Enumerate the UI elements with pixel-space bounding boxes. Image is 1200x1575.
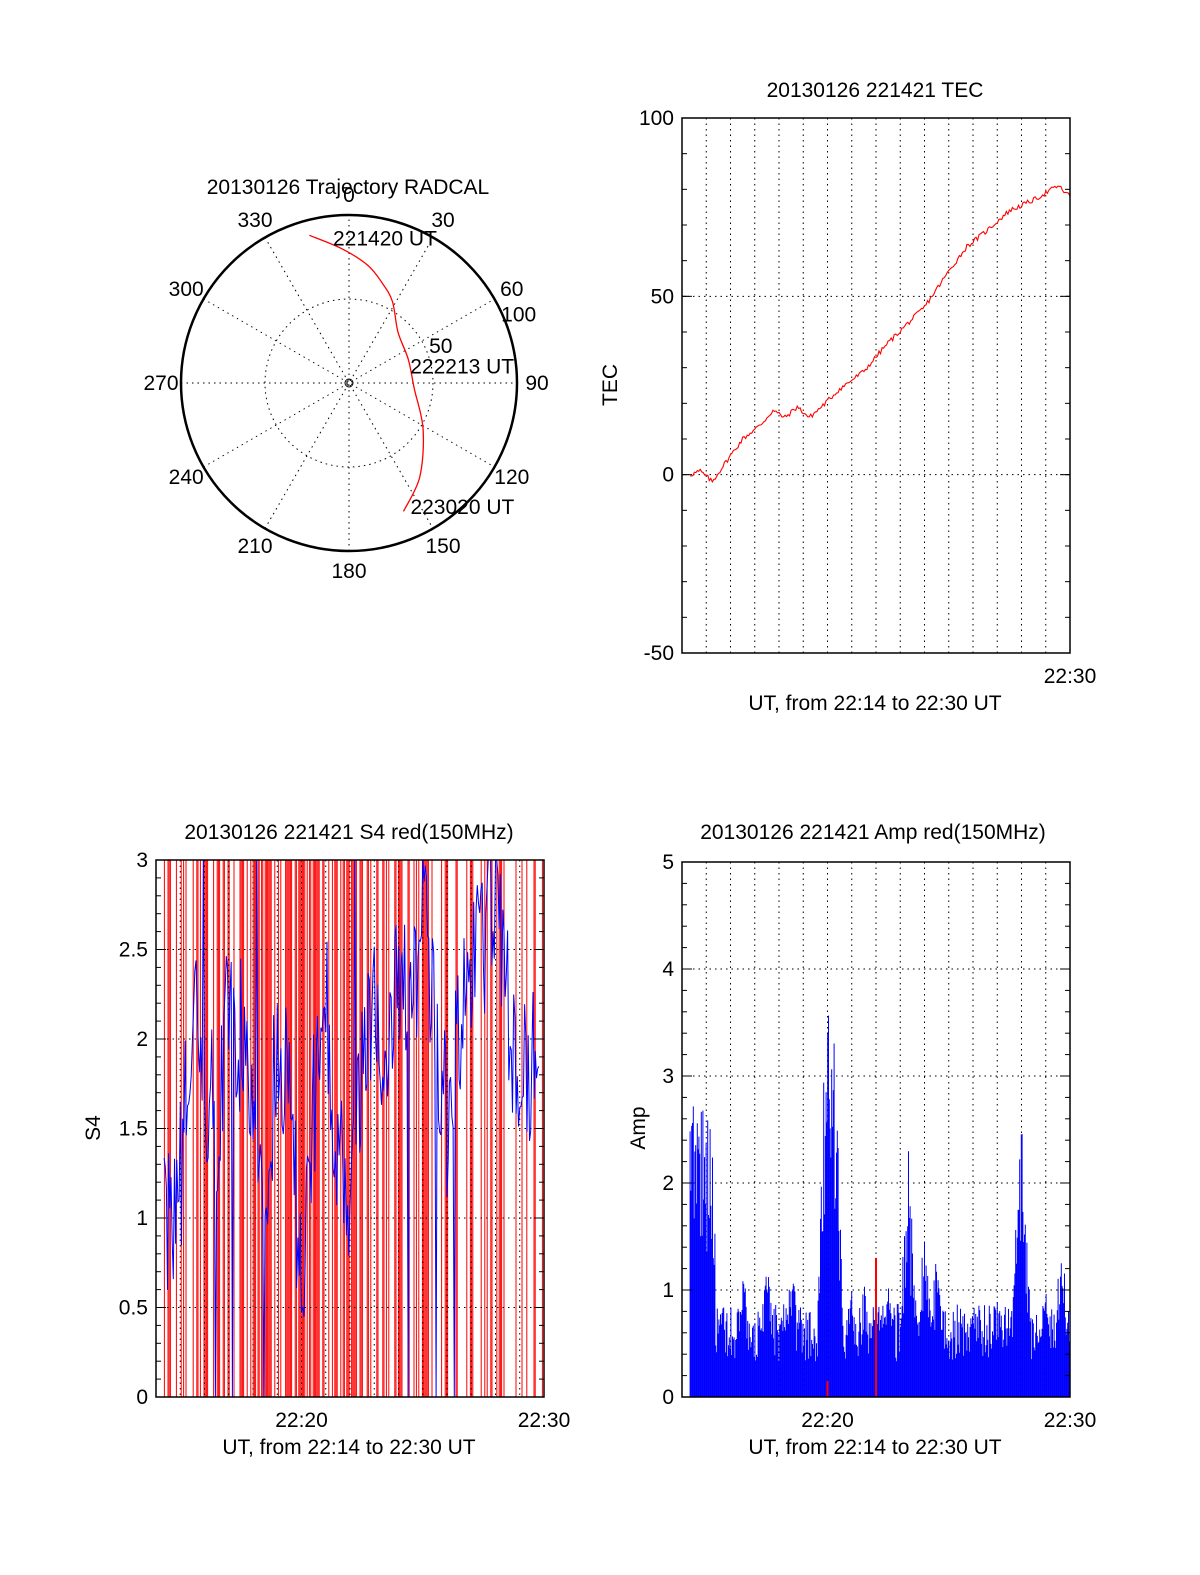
angle-label-120: 120 <box>494 466 529 489</box>
x-tick-label: 22:30 <box>1044 1409 1097 1432</box>
radius-label-100: 100 <box>501 303 536 326</box>
x-tick-label: 22:30 <box>518 1409 571 1432</box>
angle-label-60: 60 <box>500 278 523 301</box>
amp-panel: 20130126 221421 Amp red(150MHz) 0 1 2 3 4 5 22… <box>627 821 1096 1459</box>
y-tick-label: 0 <box>662 1386 674 1409</box>
trajectory-title: 20130126 Trajectory RADCAL <box>207 176 490 199</box>
angle-label-30: 30 <box>431 209 454 232</box>
s4-blue-line <box>163 859 540 1398</box>
inner-ring <box>264 298 434 468</box>
y-tick-label: 100 <box>639 107 674 130</box>
angle-label-330: 330 <box>237 209 272 232</box>
spoke-line <box>203 298 495 468</box>
s4-panel: 20130126 221421 S4 red(150MHz) 0 0.5 1 1.5 2… <box>82 821 570 1459</box>
s4-series <box>163 859 540 1398</box>
y-tick-label: 2.5 <box>119 939 148 962</box>
x-tick-label: 22:30 <box>1044 665 1097 688</box>
trajectory-time-label: 222213 UT <box>410 356 514 379</box>
tec-axes: -50 0 50 100 22:30 <box>639 107 1096 688</box>
y-tick-label: 3 <box>136 849 148 872</box>
tec-grid <box>682 117 1070 654</box>
amp-title: 20130126 221421 Amp red(150MHz) <box>700 821 1046 844</box>
center-marker <box>344 378 354 388</box>
tec-line <box>690 185 1071 484</box>
y-tick-label: 4 <box>662 958 674 981</box>
angle-label-0: 0 <box>343 184 355 207</box>
angle-label-240: 240 <box>169 466 204 489</box>
y-tick-label: 0 <box>136 1386 148 1409</box>
y-tick-label: 5 <box>662 851 674 874</box>
amp-ylabel: Amp <box>627 1106 650 1149</box>
amp-axes: 0 1 2 3 4 5 22:20 22:30 <box>662 851 1096 1432</box>
trajectory-series <box>309 234 425 512</box>
s4-xlabel: UT, from 22:14 to 22:30 UT <box>222 1436 475 1459</box>
radius-label-50: 50 <box>429 335 452 358</box>
y-tick-label: -50 <box>644 642 674 665</box>
spoke-line <box>264 237 434 529</box>
plot-frame <box>681 117 1071 654</box>
plot-frame <box>155 859 545 1398</box>
polar-grid <box>179 213 519 553</box>
y-tick-label: 3 <box>662 1065 674 1088</box>
polar-labels: 0 30 60 90 120 150 180 210 240 270 300 330 50 100 2214… <box>143 184 548 583</box>
angle-label-270: 270 <box>143 372 178 395</box>
trajectory-time-label: 223020 UT <box>410 496 514 519</box>
tec-panel: 20130126 221421 TEC -50 0 50 100 22:30 UT, f… <box>599 79 1096 715</box>
tec-ylabel: TEC <box>599 364 622 406</box>
s4-title: 20130126 221421 S4 red(150MHz) <box>184 821 513 844</box>
y-tick-label: 1 <box>662 1279 674 1302</box>
y-tick-label: 2 <box>662 1172 674 1195</box>
angle-label-90: 90 <box>525 372 548 395</box>
y-tick-label: 0.5 <box>119 1297 148 1320</box>
s4-ylabel: S4 <box>82 1115 105 1141</box>
s4-axes: 0 0.5 1 1.5 2 2.5 3 22:20 22:30 <box>119 849 570 1432</box>
spoke-line <box>264 237 434 529</box>
trajectory-time-label: 221420 UT <box>333 228 437 251</box>
x-tick-label: 22:20 <box>801 1409 854 1432</box>
tec-series <box>690 185 1071 484</box>
angle-label-210: 210 <box>237 535 272 558</box>
spoke-line <box>203 298 495 468</box>
angle-label-180: 180 <box>331 560 366 583</box>
y-tick-label: 1.5 <box>119 1118 148 1141</box>
plot-frame <box>681 861 1071 1398</box>
y-tick-label: 50 <box>651 285 674 308</box>
amp-xlabel: UT, from 22:14 to 22:30 UT <box>748 1436 1001 1459</box>
tec-title: 20130126 221421 TEC <box>767 79 984 102</box>
amp-series <box>689 1015 1070 1397</box>
y-tick-label: 0 <box>662 464 674 487</box>
y-tick-label: 1 <box>136 1207 148 1230</box>
angle-label-300: 300 <box>169 278 204 301</box>
angle-label-150: 150 <box>425 535 460 558</box>
y-tick-label: 2 <box>136 1028 148 1051</box>
outer-ring <box>179 213 519 553</box>
trajectory-panel: 20130126 Trajectory RADCAL 0 30 60 90 120 150… <box>143 176 548 583</box>
tec-xlabel: UT, from 22:14 to 22:30 UT <box>748 692 1001 715</box>
x-tick-label: 22:20 <box>275 1409 328 1432</box>
trajectory-line <box>309 234 425 512</box>
